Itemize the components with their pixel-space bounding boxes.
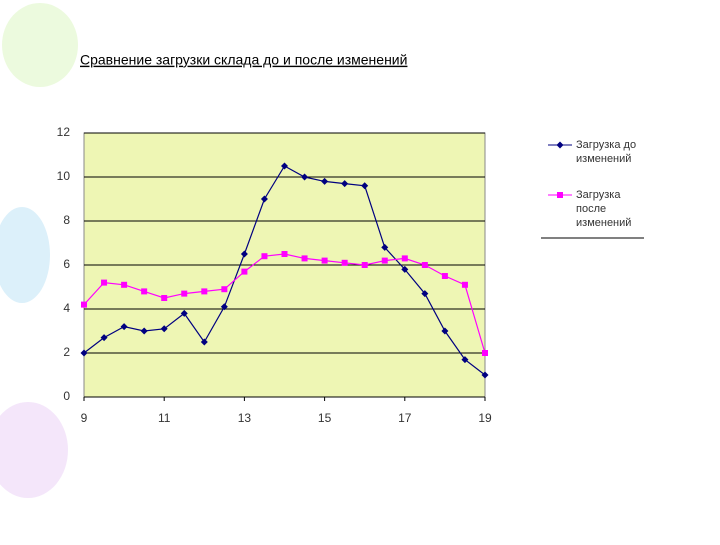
point: [180, 309, 188, 317]
point: [421, 290, 429, 298]
y-tick-label: 8: [63, 213, 70, 227]
point: [101, 279, 108, 286]
point: [341, 259, 348, 266]
point: [321, 257, 328, 264]
x-tick-label: 11: [158, 411, 171, 425]
x-tick-label: 13: [238, 411, 252, 425]
point: [200, 338, 208, 346]
point: [321, 177, 329, 185]
point: [260, 195, 268, 203]
point: [557, 192, 563, 198]
y-tick-label: 2: [63, 345, 70, 359]
legend-label: Загрузка после изменений: [576, 189, 631, 229]
point: [81, 301, 87, 308]
point: [482, 350, 488, 356]
point: [241, 268, 248, 275]
x-tick-label: 17: [398, 411, 412, 425]
x-tick-label: 15: [318, 411, 332, 425]
point: [361, 262, 368, 268]
y-tick-label: 10: [57, 169, 71, 183]
point: [441, 327, 449, 335]
point: [100, 334, 108, 342]
point: [181, 290, 188, 297]
x-tick-label: 19: [478, 411, 492, 425]
chart-title: Сравнение загрузки склада до и после изм…: [80, 52, 407, 68]
y-tick-label: 12: [57, 125, 71, 139]
point: [421, 262, 428, 268]
point: [281, 162, 288, 170]
point: [301, 173, 309, 181]
point: [160, 325, 168, 333]
point: [281, 251, 288, 257]
point: [140, 327, 148, 335]
point: [80, 349, 88, 357]
point: [201, 288, 208, 295]
point: [141, 288, 148, 295]
point: [161, 295, 168, 301]
point: [441, 273, 448, 279]
y-tick-label: 6: [63, 257, 70, 271]
point: [341, 180, 349, 188]
point: [556, 141, 564, 149]
point: [481, 371, 489, 379]
decoration: [0, 3, 78, 498]
y-tick-label: 0: [63, 389, 70, 403]
point: [401, 265, 409, 273]
point: [461, 281, 468, 288]
point: [221, 286, 228, 293]
point: [261, 253, 268, 260]
point: [120, 323, 128, 331]
point: [220, 303, 228, 311]
legend-label: Загрузка до изменений: [576, 139, 636, 165]
y-tick-label: 4: [63, 301, 70, 315]
point: [301, 255, 308, 262]
point: [401, 255, 408, 262]
point: [121, 281, 128, 288]
point: [240, 250, 248, 258]
point: [381, 243, 389, 251]
x-tick-label: 9: [81, 411, 88, 425]
point: [361, 182, 369, 190]
point: [381, 257, 388, 264]
point: [461, 356, 469, 364]
